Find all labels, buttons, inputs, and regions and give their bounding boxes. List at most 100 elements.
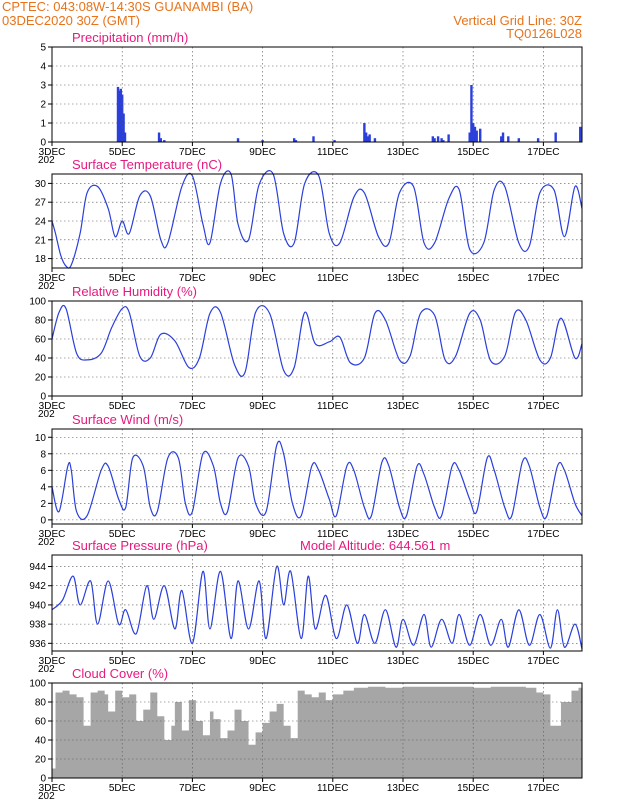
x-tick-label: 11DEC xyxy=(317,273,349,284)
precip-bar xyxy=(118,90,121,142)
x-tick-label: 5DEC xyxy=(109,273,136,284)
precip-bar xyxy=(501,132,505,142)
precip-bar xyxy=(442,140,445,142)
precip-bar xyxy=(363,123,366,142)
x-tick-label: 11DEC xyxy=(317,529,349,540)
x-tick-label: 17DEC xyxy=(527,783,559,794)
y-tick-label: 60 xyxy=(35,717,47,728)
y-tick-label: 942 xyxy=(29,581,46,592)
y-tick-label: 100 xyxy=(29,297,46,308)
x-tick-label: 11DEC xyxy=(317,783,349,794)
y-tick-label: 938 xyxy=(29,620,46,631)
x-tick-label: 3DEC xyxy=(39,147,66,158)
y-tick-label: 40 xyxy=(35,354,47,365)
y-tick-label: 18 xyxy=(35,254,47,265)
precipitation-frame xyxy=(51,46,583,143)
y-tick-label: 40 xyxy=(35,736,47,747)
precip-bar xyxy=(116,86,120,142)
precip-bar xyxy=(122,113,125,142)
x-tick-label: 17DEC xyxy=(527,401,559,412)
x-year-stub: 202 xyxy=(38,409,55,420)
y-tick-label: 60 xyxy=(35,335,47,346)
y-tick-label: 6 xyxy=(40,466,46,477)
panel-humidity: 0 20 40 60 80 100 3DEC 5DEC 7DEC 9DEC 11DEC 13DEC 15… xyxy=(29,284,583,420)
pressure-frame xyxy=(51,554,583,652)
precip-bar xyxy=(475,130,478,142)
x-tick-label: 3DEC xyxy=(39,529,66,540)
precipitation-title: Precipitation (mm/h) xyxy=(72,30,188,45)
x-tick-label: 5DEC xyxy=(109,656,136,667)
y-tick-label: 27 xyxy=(35,198,47,209)
x-tick-label: 11DEC xyxy=(317,147,349,158)
x-year-stub: 202 xyxy=(38,791,55,800)
panel-temperature: 18 21 24 27 30 3DEC 5DEC 7DEC 9DEC 11DEC 13DEC 15DE… xyxy=(35,157,583,292)
precip-bar xyxy=(500,136,503,142)
precip-bar xyxy=(157,132,161,142)
x-year-stub: 202 xyxy=(38,664,55,675)
precip-bar xyxy=(517,138,521,142)
precip-bar xyxy=(433,138,436,142)
precip-bar xyxy=(312,136,315,142)
x-tick-label: 7DEC xyxy=(179,529,206,540)
pressure-title: Surface Pressure (hPa) xyxy=(72,538,208,553)
precip-bar xyxy=(436,136,440,142)
y-tick-label: 936 xyxy=(29,639,46,650)
precip-bar xyxy=(366,136,370,142)
cloud-cover-frame xyxy=(51,682,583,779)
x-tick-label: 9DEC xyxy=(249,783,276,794)
panels: 0 1 2 3 4 5 3DEC 5DEC 7DEC 9DEC 11DEC 13DEC 15DEC 17D… xyxy=(29,30,583,800)
panel-pressure: 936 938 940 942 944 3DEC 5DEC 7DEC 9DEC 11DEC 13DE… xyxy=(29,538,583,675)
y-tick-label: 944 xyxy=(29,562,46,573)
x-tick-label: 9DEC xyxy=(249,656,276,667)
precip-bar xyxy=(333,140,336,142)
x-tick-label: 9DEC xyxy=(249,147,276,158)
x-tick-label: 5DEC xyxy=(109,401,136,412)
y-tick-label: 2 xyxy=(40,100,46,111)
precip-bar xyxy=(120,94,124,142)
x-tick-label: 17DEC xyxy=(527,529,559,540)
precip-bar xyxy=(440,138,443,142)
y-tick-label: 0 xyxy=(40,138,46,149)
y-tick-label: 20 xyxy=(35,755,47,766)
x-year-stub: 202 xyxy=(38,155,55,166)
y-tick-label: 20 xyxy=(35,373,47,384)
x-year-stub: 202 xyxy=(38,281,55,292)
y-tick-label: 30 xyxy=(35,179,47,190)
precip-bar xyxy=(294,140,298,142)
wind-series-line xyxy=(51,440,583,521)
temperature-frame xyxy=(51,173,583,269)
x-tick-label: 3DEC xyxy=(39,273,66,284)
y-tick-label: 4 xyxy=(40,62,46,73)
precip-bar xyxy=(292,138,296,142)
x-tick-label: 5DEC xyxy=(109,529,136,540)
y-tick-label: 0 xyxy=(40,515,46,526)
panel-wind: 0 2 4 6 8 10 3DEC 5DEC 7DEC 9DEC 11DEC 13DEC 15DEC 17… xyxy=(35,412,583,548)
x-tick-label: 13DEC xyxy=(387,401,419,412)
x-tick-label: 9DEC xyxy=(249,529,276,540)
x-tick-label: 15DEC xyxy=(457,656,489,667)
humidity-title: Relative Humidity (%) xyxy=(72,284,197,299)
header-datetime: 03DEC2020 30Z (GMT) xyxy=(2,13,140,28)
header-model: TQ0126L028 xyxy=(506,26,582,41)
x-tick-label: 3DEC xyxy=(39,656,66,667)
cloud-cover-title: Cloud Cover (%) xyxy=(72,666,168,681)
y-tick-label: 3 xyxy=(40,81,46,92)
x-tick-label: 7DEC xyxy=(179,147,206,158)
precip-bar xyxy=(470,85,473,142)
y-tick-label: 24 xyxy=(35,217,47,228)
x-tick-label: 15DEC xyxy=(457,147,489,158)
panel-cloud-cover: 0 20 40 60 80 100 3DEC 5DEC 7DEC 9DEC 11DEC 13DEC 15… xyxy=(29,666,583,800)
x-tick-label: 7DEC xyxy=(179,401,206,412)
pressure-series-line xyxy=(51,565,583,650)
precip-bar xyxy=(261,140,264,142)
x-tick-label: 5DEC xyxy=(109,783,136,794)
y-tick-label: 0 xyxy=(40,392,46,403)
precip-bar xyxy=(536,138,540,142)
x-tick-label: 17DEC xyxy=(527,147,559,158)
y-tick-label: 4 xyxy=(40,482,46,493)
precip-bar xyxy=(468,132,471,142)
x-tick-label: 11DEC xyxy=(317,656,349,667)
x-tick-label: 13DEC xyxy=(387,783,419,794)
precip-bar xyxy=(236,138,240,142)
